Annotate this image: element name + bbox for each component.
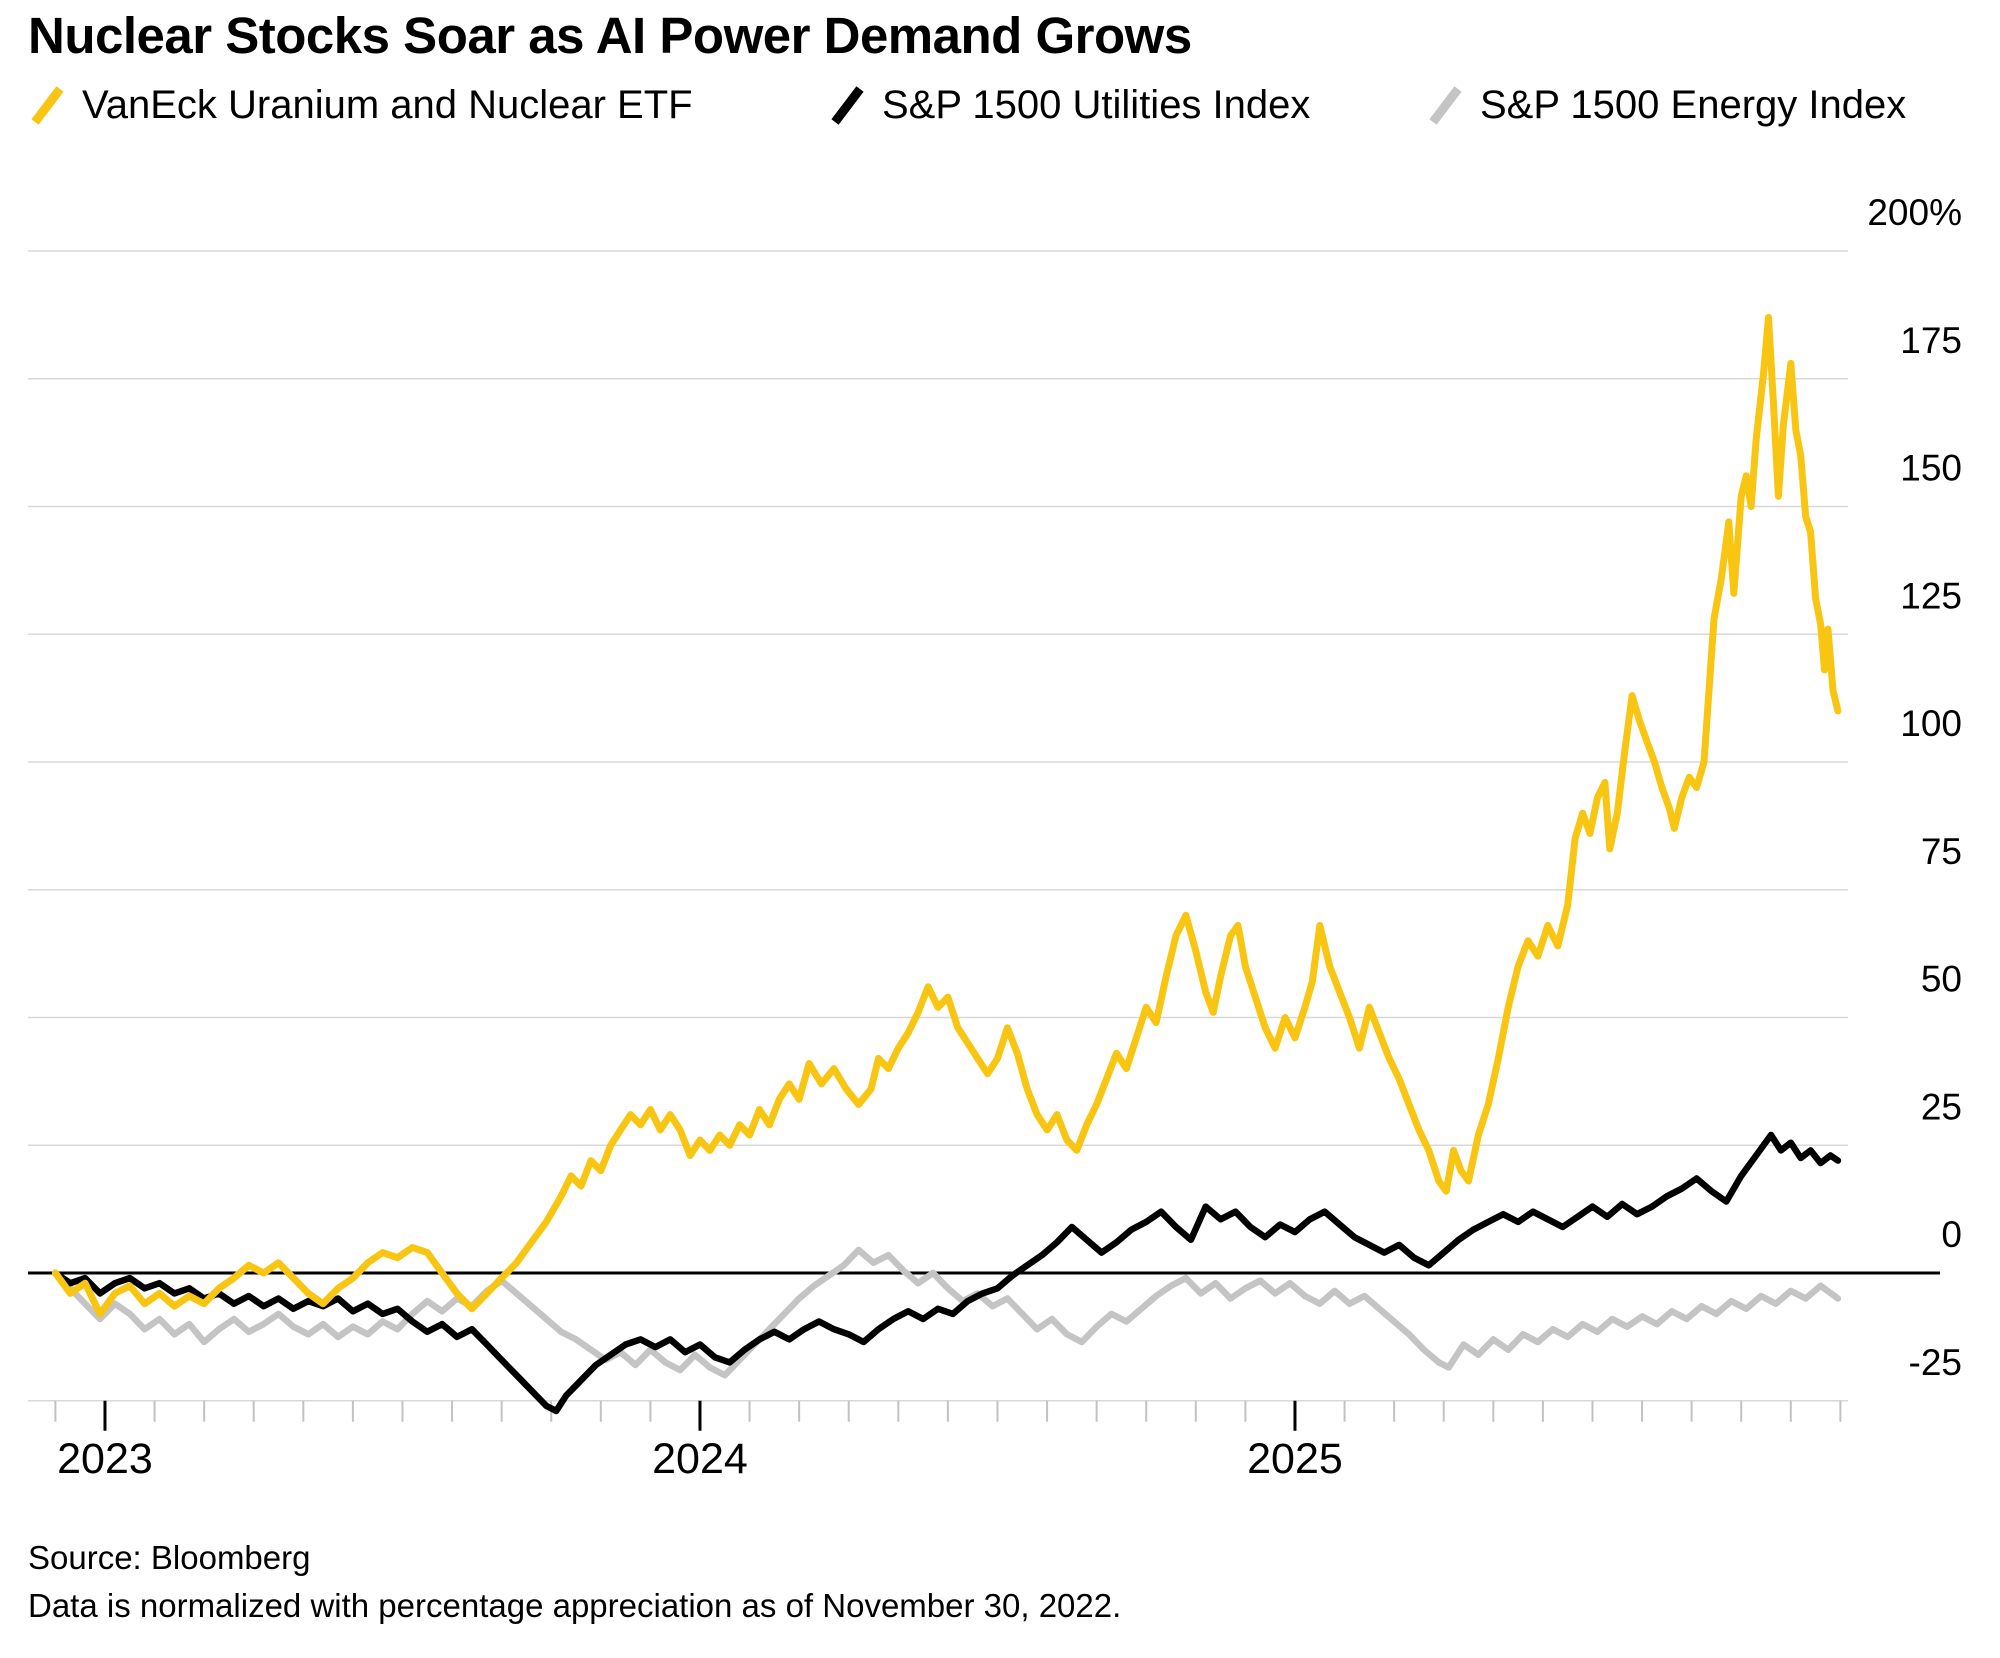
- data-note: Data is normalized with percentage appre…: [28, 1586, 1122, 1624]
- chart-footer: Source: Bloomberg Data is normalized wit…: [28, 1534, 1121, 1630]
- y-tick-label: 100: [1900, 703, 1962, 744]
- line-swatch-icon: [831, 86, 864, 125]
- legend-item-sp1500-utilities: S&P 1500 Utilities Index: [830, 78, 1310, 132]
- legend-label: VanEck Uranium and Nuclear ETF: [82, 82, 693, 127]
- y-tick-label: 175: [1900, 320, 1962, 361]
- x-tick-label: 2025: [1247, 1435, 1343, 1483]
- y-tick-label: 75: [1921, 831, 1962, 872]
- y-tick-label: 25: [1921, 1086, 1962, 1127]
- legend-label: S&P 1500 Utilities Index: [882, 82, 1311, 127]
- y-tick-label: 125: [1900, 575, 1962, 616]
- page-title: Nuclear Stocks Soar as AI Power Demand G…: [28, 7, 1192, 64]
- source-note: Source: Bloomberg: [28, 1539, 311, 1576]
- y-tick-label: 50: [1921, 959, 1962, 1000]
- x-tick-label: 2024: [652, 1435, 748, 1483]
- series-line-s-p-1500-energy-index: [52, 1246, 1842, 1379]
- line-swatch-icon: [31, 86, 64, 125]
- y-tick-label: 200%: [1867, 192, 1962, 233]
- series-line-s-p-1500-utilities-index: [52, 1131, 1842, 1415]
- y-tick-label: 0: [1941, 1214, 1962, 1255]
- line-swatch-icon: [1429, 86, 1462, 125]
- x-tick-label: 2023: [57, 1435, 153, 1483]
- y-tick-label: 150: [1900, 448, 1962, 489]
- legend-item-sp1500-energy: S&P 1500 Energy Index: [1428, 78, 1906, 132]
- y-tick-label: -25: [1909, 1342, 1962, 1383]
- legend-item-vaneck-uranium-etf: VanEck Uranium and Nuclear ETF: [30, 78, 693, 132]
- legend-label: S&P 1500 Energy Index: [1480, 82, 1907, 127]
- series-line-vaneck-uranium-and-nuclear-etf: [51, 313, 1842, 1318]
